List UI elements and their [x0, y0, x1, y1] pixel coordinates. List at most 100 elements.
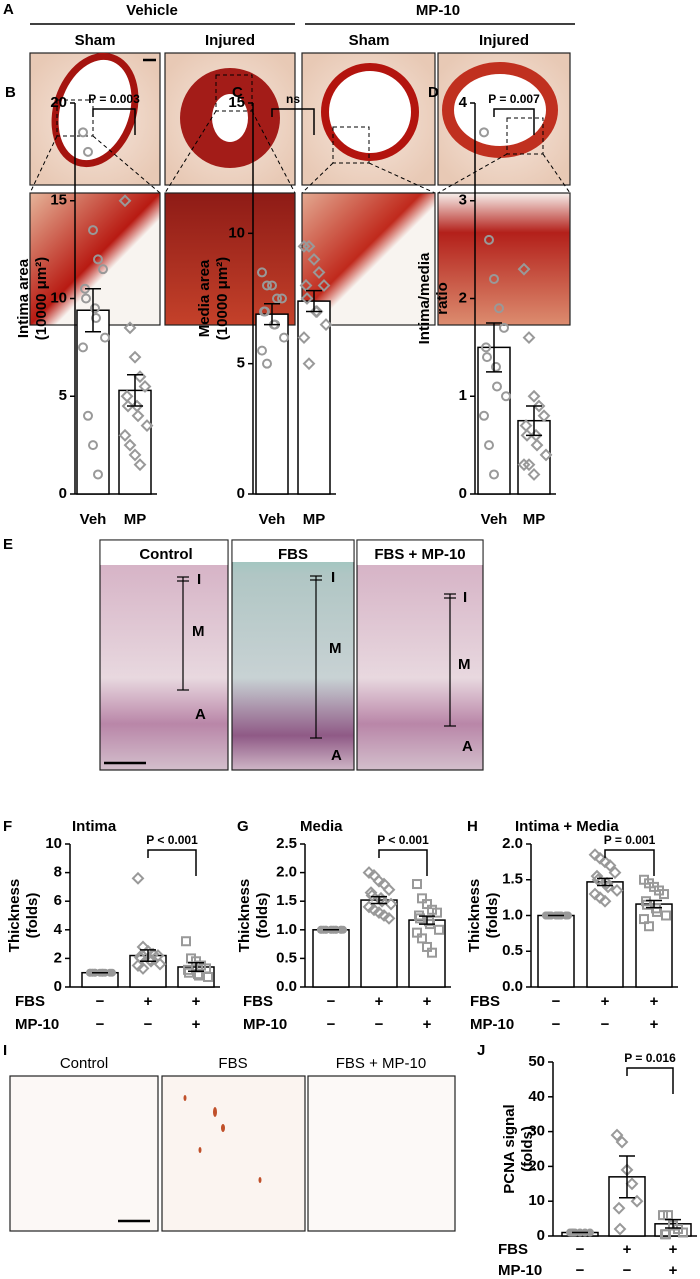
condition-label: Sham [349, 32, 390, 49]
data-point [203, 971, 213, 982]
x-row-label: − [96, 993, 105, 1010]
data-point [88, 440, 98, 451]
bar [360, 899, 398, 988]
x-row-label: + [192, 1016, 201, 1033]
x-row-name: MP-10 [15, 1016, 59, 1033]
panel-letter: I [3, 1042, 7, 1059]
bar [635, 903, 673, 988]
data-point [267, 280, 277, 291]
micrographs-e [99, 539, 484, 771]
x-row-label: + [192, 993, 201, 1010]
data-point [131, 871, 145, 885]
data-point [121, 399, 135, 413]
layer-label: A [331, 747, 342, 764]
y-tick-label: 0.0 [276, 978, 297, 995]
image-title: FBS [218, 1055, 247, 1072]
image-title: Control [139, 546, 192, 563]
condition-label: Sham [75, 32, 116, 49]
data-point [586, 1228, 594, 1237]
data-point [181, 936, 191, 947]
data-point [302, 357, 316, 371]
x-tick-label: Veh [80, 511, 107, 528]
y-tick-label: 15 [228, 94, 245, 111]
data-point [90, 303, 100, 314]
data-point [522, 331, 536, 345]
significance-bracket [378, 849, 428, 876]
data-point [427, 947, 437, 958]
x-tick-label: MP [303, 511, 326, 528]
y-tick-label: 10 [50, 289, 67, 306]
layer-label: A [462, 738, 473, 755]
data-point [128, 350, 142, 364]
y-tick-label: 2 [459, 289, 467, 306]
data-point [300, 292, 314, 305]
data-point [138, 380, 152, 393]
data-point [307, 252, 321, 266]
data-point [260, 306, 270, 317]
error-bar [85, 287, 101, 333]
y-tick-label: 5 [237, 355, 245, 372]
significance-bracket [626, 1067, 674, 1094]
y-tick-label: 0 [59, 485, 67, 502]
error-bar [665, 1218, 681, 1229]
data-point [297, 239, 311, 253]
data-point [272, 293, 282, 304]
data-point [598, 894, 612, 908]
x-row-label: + [650, 1016, 659, 1033]
y-tick-label: 1.5 [276, 892, 297, 909]
data-point [153, 957, 167, 971]
group-header: Vehicle [126, 2, 178, 19]
data-point [489, 469, 499, 480]
x-row-label: + [623, 1241, 632, 1258]
y-tick-label: 3 [459, 192, 467, 209]
y-axis-label: (folds) [24, 893, 41, 939]
panel-letter: J [477, 1042, 485, 1059]
data-point [128, 448, 142, 462]
x-row-name: MP-10 [498, 1262, 542, 1279]
x-row-label: + [423, 1016, 432, 1033]
y-tick-label: 15 [50, 192, 67, 209]
y-axis-label: Thickness [236, 879, 253, 952]
x-row-label: − [576, 1262, 585, 1279]
image-title: Control [60, 1055, 108, 1072]
y-tick-label: 10 [45, 835, 62, 852]
y-tick-label: 2.5 [276, 835, 297, 852]
x-row-label: + [669, 1262, 678, 1279]
data-point [532, 399, 546, 413]
data-point [630, 1194, 644, 1208]
layer-label: A [195, 706, 206, 723]
annotation: P = 0.016 [624, 1051, 676, 1065]
data-point [530, 438, 544, 452]
data-point [491, 361, 501, 372]
y-tick-label: 0 [459, 485, 467, 502]
y-tick-label: 0 [537, 1227, 545, 1244]
y-axis-label: (folds) [484, 893, 501, 939]
data-point [537, 409, 551, 423]
y-tick-label: 0.5 [276, 949, 297, 966]
y-tick-label: 1.0 [276, 921, 297, 938]
data-point [131, 409, 145, 423]
error-bar [188, 961, 204, 973]
y-tick-label: 50 [528, 1053, 545, 1070]
data-point [522, 458, 536, 472]
data-point [608, 866, 622, 880]
data-point [501, 391, 511, 402]
data-point [88, 225, 98, 236]
y-tick-label: 4 [54, 921, 63, 938]
x-tick-label: Veh [481, 511, 508, 528]
group-header: MP-10 [416, 2, 460, 19]
annotation: P < 0.001 [146, 833, 198, 847]
data-point [412, 879, 422, 890]
error-bar [306, 289, 322, 313]
y-axis-label: Media area [196, 259, 213, 337]
x-row-label: − [576, 1241, 585, 1258]
data-point [625, 1177, 639, 1191]
data-point [613, 1222, 627, 1236]
panel-letter: E [3, 536, 13, 553]
x-row-label: − [552, 993, 561, 1010]
x-row-label: − [552, 1016, 561, 1033]
error-bar [371, 895, 387, 905]
data-point [317, 279, 331, 292]
data-point [297, 331, 311, 345]
panel-letter: A [3, 1, 14, 18]
